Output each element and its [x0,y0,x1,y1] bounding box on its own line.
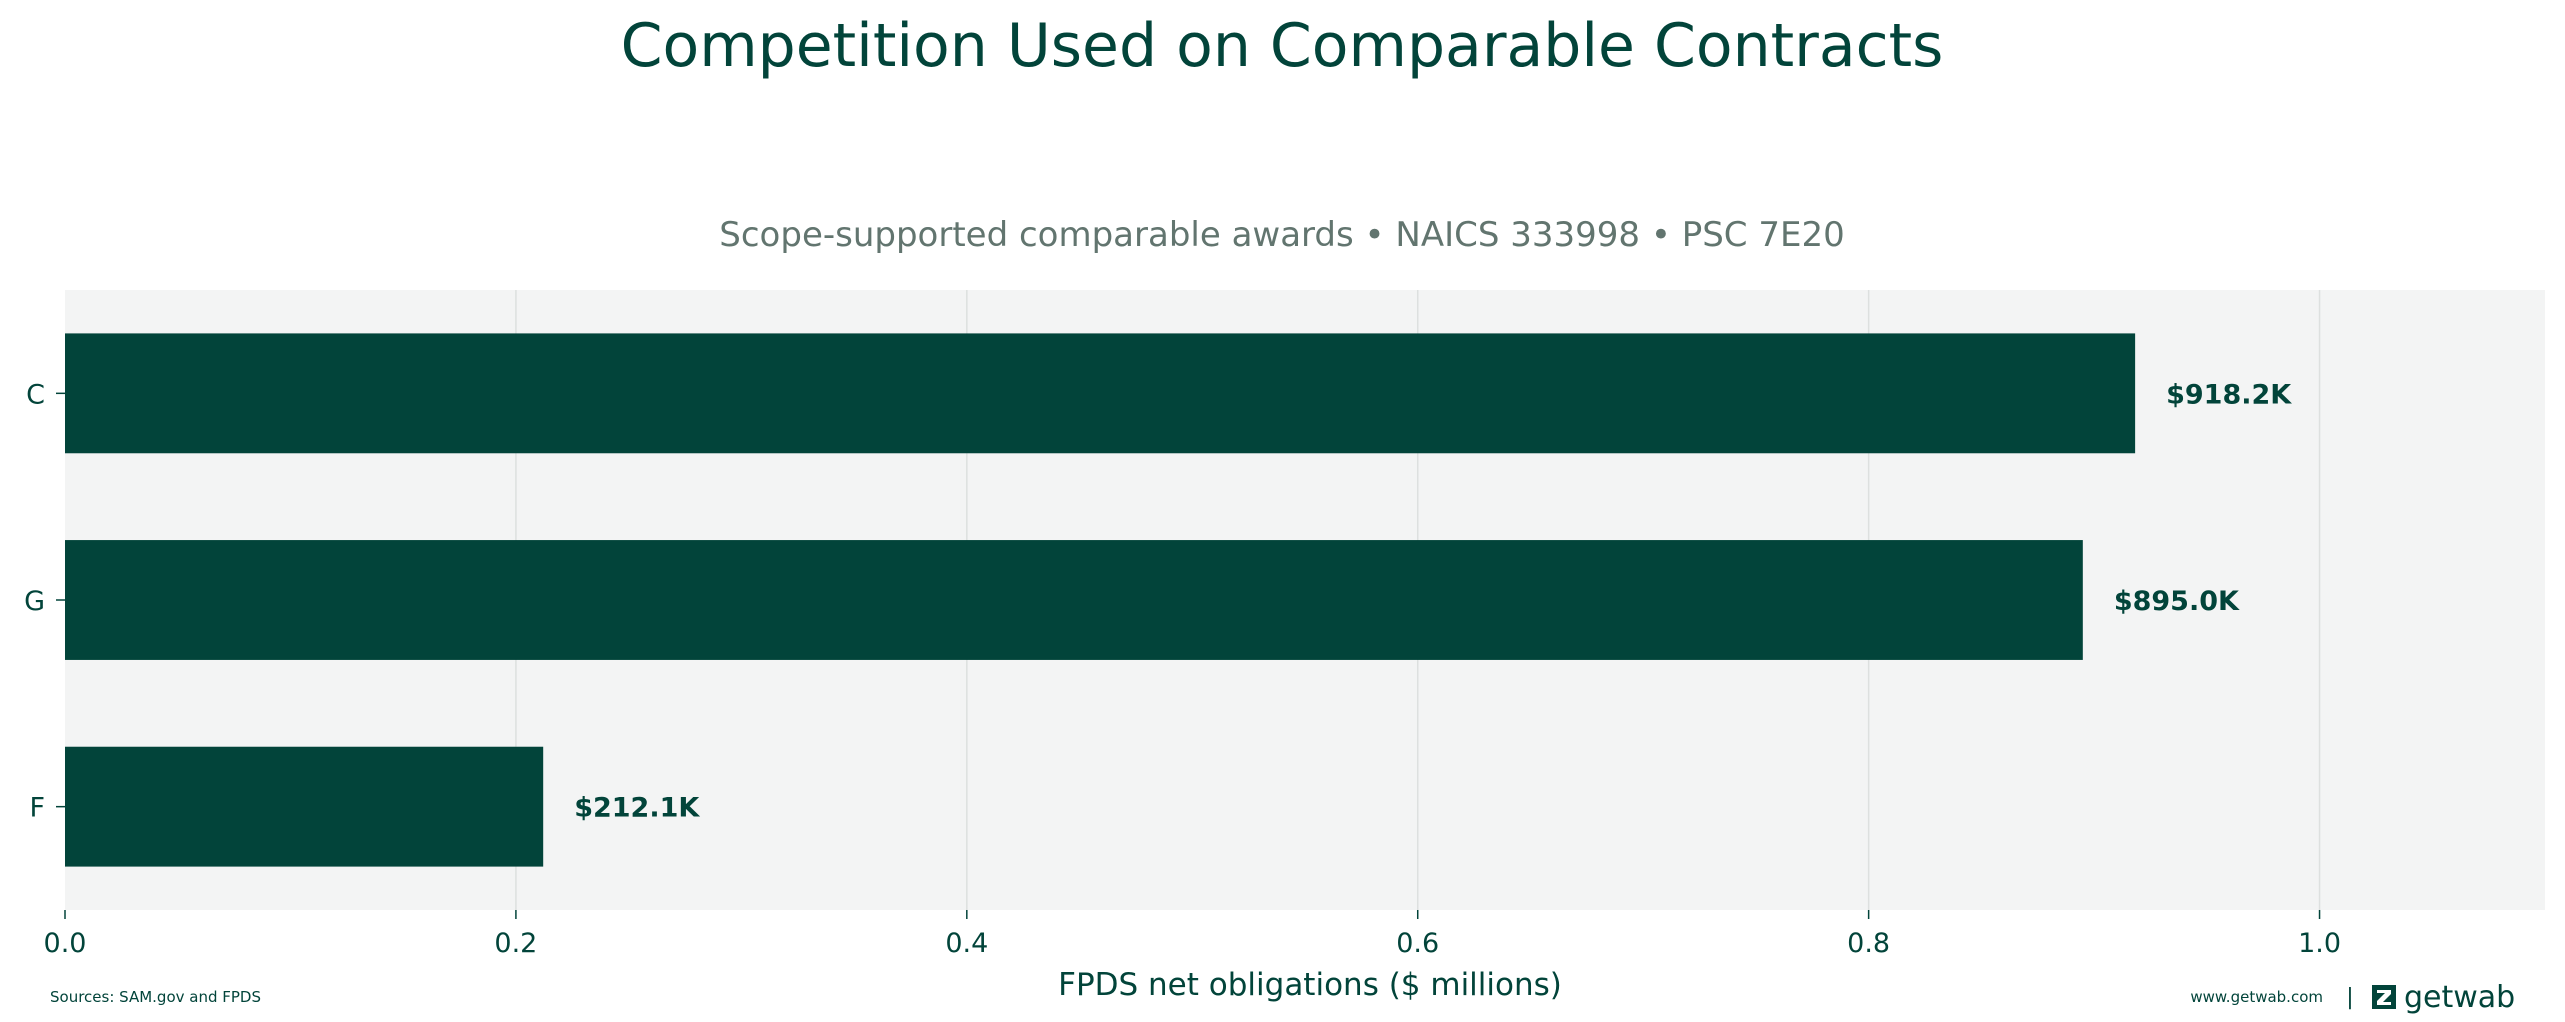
x-tick-label: 0.4 [945,928,988,959]
footer-separator: | [2346,985,2353,1010]
brand-name: getwab [2404,980,2515,1015]
chart-subtitle: Scope-supported comparable awards • NAIC… [719,215,1844,255]
axes: 0.0 0.2 0.4 0.6 0.8 1.0 C G F [24,379,2341,959]
sources-note: Sources: SAM.gov and FPDS [50,988,261,1006]
y-tick-label-G: G [24,586,45,617]
bar-F [65,746,544,867]
bars: $918.2K $895.0K $212.1K [65,333,2292,867]
y-tick-label-F: F [29,793,45,824]
x-tick-label: 1.0 [2298,928,2341,959]
chart-title: Competition Used on Comparable Contracts [621,11,1944,81]
x-tick-label: 0.8 [1847,928,1890,959]
x-tick-label: 0.0 [44,928,87,959]
x-tick-label: 0.6 [1396,928,1439,959]
data-label-F: $212.1K [574,793,700,824]
x-axis-label: FPDS net obligations ($ millions) [1058,967,1562,1003]
data-label-G: $895.0K [2114,586,2240,617]
getwab-logo-icon [2372,985,2396,1009]
data-label-C: $918.2K [2166,379,2292,410]
website-link[interactable]: www.getwab.com [2190,988,2323,1006]
x-tick-label: 0.2 [494,928,537,959]
y-tick-label-C: C [26,379,45,410]
bar-G [65,540,2083,660]
bar-C [65,333,2136,454]
